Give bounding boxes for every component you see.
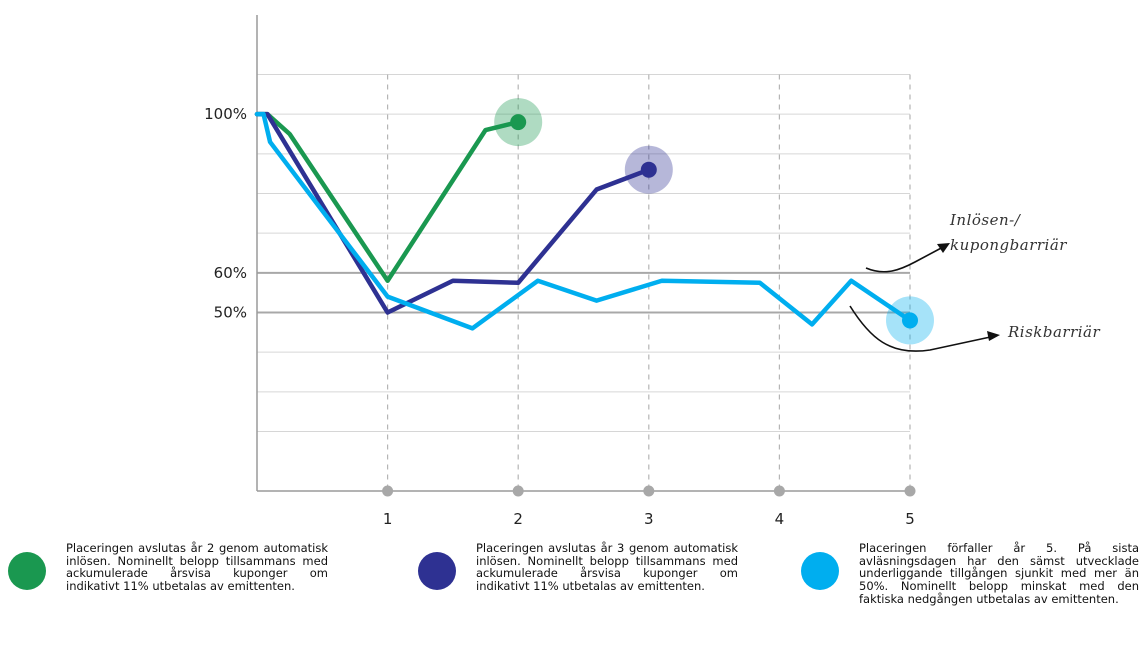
- y-tick-layer: 100% 60% 50%: [204, 105, 247, 321]
- legend-item-green: Placeringen avslutas år 2 genom automati…: [8, 542, 328, 593]
- legend-dot-cyan: [801, 552, 839, 590]
- chart-area: 100% 60% 50% 1 2 3 4 5 Inlösen-/ kupongbarriär…: [204, 15, 1101, 528]
- risk-barrier-arrow-head: [987, 331, 1000, 341]
- series-end-point-2: [640, 161, 657, 178]
- legend-dot-green: [8, 552, 46, 590]
- legend-text-cyan: Placeringen förfaller år 5. På sista avl…: [859, 541, 1139, 606]
- x-tick-label: 1: [383, 510, 393, 528]
- series-layer: [254, 98, 934, 345]
- x-tick-marker: [773, 485, 785, 497]
- x-tick-marker: [512, 485, 524, 497]
- legend-text-green: Placeringen avslutas år 2 genom automati…: [66, 541, 328, 593]
- grid-layer: [257, 74, 911, 491]
- y-tick-label: 50%: [214, 304, 247, 322]
- series-line-3: [254, 111, 913, 331]
- y-tick-label: 100%: [204, 105, 247, 123]
- axis-layer: [256, 15, 912, 492]
- x-tick-marker: [643, 485, 655, 497]
- legend-text-navy: Placeringen avslutas år 3 genom automati…: [476, 541, 738, 593]
- barrier-layer: [257, 271, 910, 314]
- x-tick-marker: [904, 485, 916, 497]
- x-tick-label: 4: [775, 510, 785, 528]
- coupon-barrier-arrow-head: [937, 243, 950, 253]
- x-tick-label: 2: [513, 510, 523, 528]
- y-tick-label: 60%: [214, 264, 247, 282]
- series-line-2: [254, 111, 652, 315]
- annotation-layer: Inlösen-/ kupongbarriär Riskbarriär: [849, 211, 1101, 352]
- series-end-point-3: [902, 312, 918, 329]
- x-tick-label: 3: [644, 510, 654, 528]
- risk-barrier-arrow-line: [849, 305, 996, 352]
- risk-barrier-label: Riskbarriär: [1007, 323, 1101, 341]
- coupon-barrier-label-line2: kupongbarriär: [950, 236, 1067, 254]
- legend-item-cyan: Placeringen förfaller år 5. På sista avl…: [801, 542, 1139, 605]
- x-tick-layer: 1 2 3 4 5: [382, 485, 916, 528]
- coupon-barrier-arrow-line: [865, 245, 946, 273]
- series-end-point-1: [510, 114, 527, 131]
- x-tick-label: 5: [905, 510, 915, 528]
- coupon-barrier-label-line1: Inlösen-/: [949, 211, 1022, 229]
- x-tick-marker: [382, 485, 394, 497]
- legend-item-navy: Placeringen avslutas år 3 genom automati…: [418, 542, 738, 593]
- legend-dot-navy: [418, 552, 456, 590]
